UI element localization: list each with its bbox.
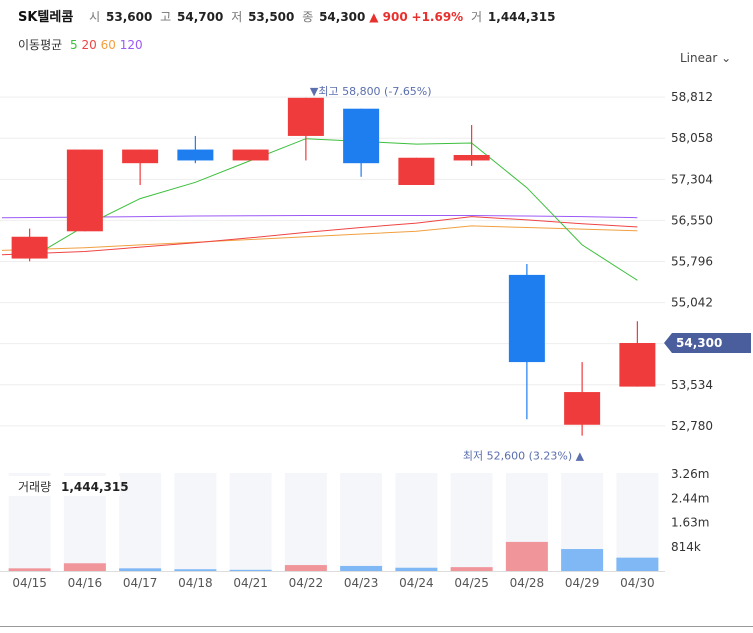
date-tick-label: 04/21 bbox=[233, 576, 268, 590]
low-value: 53,500 bbox=[248, 10, 295, 24]
volume-slot-bg bbox=[616, 473, 659, 571]
volume-slot-bg bbox=[395, 473, 438, 571]
price-tick-label: 58,058 bbox=[671, 131, 713, 145]
date-tick-label: 04/15 bbox=[12, 576, 47, 590]
date-tick-label: 04/22 bbox=[289, 576, 324, 590]
candle-body bbox=[287, 97, 324, 136]
ma-120-line bbox=[1, 215, 638, 219]
price-tick-label: 55,796 bbox=[671, 254, 713, 268]
current-price-label: 54,300 bbox=[676, 336, 722, 350]
ma-5-line bbox=[29, 138, 638, 281]
date-tick-label: 04/16 bbox=[68, 576, 103, 590]
volume-tick-label: 2.44m bbox=[671, 492, 709, 506]
volume-title-value: 1,444,315 bbox=[61, 480, 129, 494]
ma-legend-title: 이동평균 bbox=[18, 38, 63, 52]
candle-body bbox=[508, 274, 545, 363]
date-tick-label: 04/17 bbox=[123, 576, 158, 590]
candle-body bbox=[177, 149, 214, 161]
volume-bar bbox=[505, 541, 548, 571]
volume-bar bbox=[119, 568, 162, 571]
volume-value: 1,444,315 bbox=[487, 10, 556, 24]
change-value: ▲ 900 bbox=[369, 10, 408, 24]
candle-body bbox=[619, 343, 656, 387]
scale-dropdown[interactable]: Linear ⌄ bbox=[680, 51, 731, 65]
volume-slot-bg bbox=[119, 473, 162, 571]
open-label: 시 bbox=[89, 10, 101, 24]
candle-body bbox=[232, 149, 269, 161]
price-tick-label: 57,304 bbox=[671, 172, 713, 186]
volume-bar bbox=[229, 569, 272, 571]
date-tick-label: 04/30 bbox=[620, 576, 655, 590]
moving-average-legend: 이동평균 5 20 60 120 bbox=[18, 36, 143, 53]
candle-body bbox=[343, 108, 380, 164]
date-tick-label: 04/25 bbox=[454, 576, 489, 590]
volume-tick-label: 3.26m bbox=[671, 467, 709, 481]
date-tick-label: 04/24 bbox=[399, 576, 434, 590]
close-value: 54,300 bbox=[319, 10, 366, 24]
candle-body bbox=[122, 149, 159, 164]
scale-label: Linear bbox=[680, 51, 718, 65]
volume-slot-bg bbox=[229, 473, 272, 571]
volume-label: 거 bbox=[471, 10, 483, 24]
high-value: 54,700 bbox=[177, 10, 224, 24]
price-tick-label: 58,812 bbox=[671, 90, 713, 104]
volume-title-bg bbox=[8, 476, 120, 496]
volume-bar bbox=[284, 565, 327, 571]
max-price-annotation: ▼최고 58,800 (-7.65%) bbox=[310, 85, 432, 98]
candle-body bbox=[11, 236, 48, 259]
volume-slot-bg bbox=[174, 473, 217, 571]
volume-tick-label: 1.63m bbox=[671, 516, 709, 530]
candle-body bbox=[453, 155, 490, 161]
ma-5-label: 5 bbox=[70, 38, 78, 52]
ma-120-label: 120 bbox=[119, 38, 143, 52]
candle-body bbox=[66, 149, 103, 232]
stock-name: SK텔레콤 bbox=[18, 10, 74, 25]
price-tick-label: 55,042 bbox=[671, 296, 713, 310]
volume-bar bbox=[63, 563, 106, 571]
volume-slot-bg bbox=[340, 473, 383, 571]
date-tick-label: 04/18 bbox=[178, 576, 213, 590]
volume-bar bbox=[616, 557, 659, 571]
ma-60-line bbox=[1, 225, 638, 251]
ma-60-label: 60 bbox=[100, 38, 116, 52]
date-tick-label: 04/29 bbox=[565, 576, 600, 590]
volume-bar bbox=[8, 568, 51, 571]
volume-tick-label: 814k bbox=[671, 540, 701, 554]
price-tick-label: 56,550 bbox=[671, 213, 713, 227]
candle-body bbox=[564, 392, 601, 425]
volume-slot-bg bbox=[450, 473, 493, 571]
volume-slot-bg bbox=[284, 473, 327, 571]
chevron-down-icon: ⌄ bbox=[721, 51, 732, 65]
date-tick-label: 04/28 bbox=[510, 576, 545, 590]
volume-bar bbox=[174, 569, 217, 571]
ma-20-label: 20 bbox=[81, 38, 97, 52]
volume-bar bbox=[395, 567, 438, 571]
volume-bar bbox=[561, 549, 604, 571]
date-tick-label: 04/23 bbox=[344, 576, 379, 590]
price-header: SK텔레콤 시 53,600 고 54,700 저 53,500 종 54,30… bbox=[18, 6, 555, 25]
min-price-annotation: 최저 52,600 (3.23%) ▲ bbox=[463, 450, 585, 463]
candle-body bbox=[398, 157, 435, 185]
ma-20-line bbox=[1, 216, 638, 256]
high-label: 고 bbox=[160, 10, 172, 24]
price-tick-label: 53,534 bbox=[671, 378, 713, 392]
volume-title: 거래량 bbox=[18, 480, 51, 494]
open-value: 53,600 bbox=[106, 10, 153, 24]
change-percent: +1.69% bbox=[411, 10, 464, 24]
price-tick-label: 52,780 bbox=[671, 419, 713, 433]
current-price-tag bbox=[664, 333, 751, 354]
volume-bar bbox=[450, 567, 493, 571]
bottom-divider bbox=[0, 626, 753, 627]
close-label: 종 bbox=[302, 10, 314, 24]
volume-bar bbox=[340, 565, 383, 571]
low-label: 저 bbox=[231, 10, 243, 24]
